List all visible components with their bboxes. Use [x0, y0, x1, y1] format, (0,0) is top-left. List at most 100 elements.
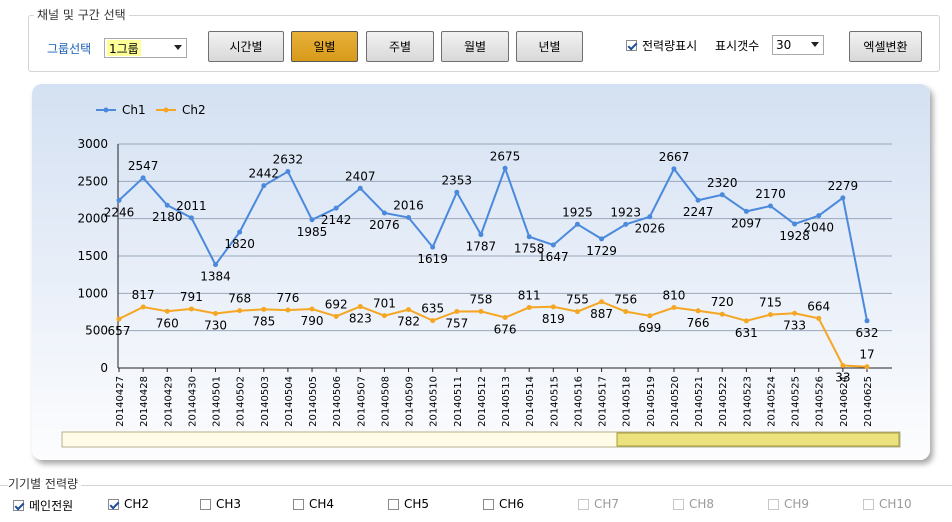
data-point	[454, 189, 460, 195]
x-tick-label: 20140516	[573, 376, 584, 427]
power-display-checkbox[interactable]: 전력량표시	[626, 37, 697, 54]
data-label: 632	[856, 326, 879, 340]
display-count-combobox[interactable]: 30	[772, 35, 824, 55]
data-point	[719, 311, 725, 317]
device-checkbox-ch7: CH7	[578, 497, 619, 511]
data-point	[478, 232, 484, 238]
hourly-button[interactable]: 시간별	[208, 31, 284, 62]
data-point	[550, 242, 556, 248]
legend-label: Ch1	[122, 103, 146, 117]
groupbox-title: 채널 및 구간 선택	[34, 6, 129, 23]
y-tick-label: 2500	[77, 174, 108, 188]
device-checkbox-label: CH2	[124, 497, 150, 511]
checkbox-checked-icon	[108, 498, 119, 510]
chart-panel	[32, 84, 930, 460]
device-checkbox-ch4[interactable]: CH4	[293, 497, 334, 511]
x-tick-label: 20140514	[525, 376, 536, 427]
checkbox-icon	[578, 498, 589, 510]
data-point	[767, 203, 773, 209]
data-label: 766	[687, 316, 710, 330]
checkbox-icon	[483, 498, 494, 510]
y-tick-label: 500	[85, 324, 108, 338]
device-checkbox-ch3[interactable]: CH3	[200, 497, 241, 511]
data-label: 692	[325, 297, 348, 311]
checkbox-icon	[200, 498, 211, 510]
device-checkbox-ch5[interactable]: CH5	[388, 497, 429, 511]
device-section-divider	[0, 485, 952, 486]
data-label: 811	[518, 288, 541, 302]
data-label: 631	[735, 326, 758, 340]
data-point	[671, 305, 677, 311]
device-checkbox-label: 메인전원	[29, 499, 74, 513]
x-tick-label: 20140511	[453, 376, 464, 427]
data-point	[454, 308, 460, 314]
x-tick-label: 20140519	[646, 376, 657, 427]
data-point	[430, 318, 436, 324]
x-tick-label: 20140512	[477, 376, 488, 427]
y-tick-label: 0	[100, 361, 108, 375]
excel-export-button[interactable]: 엑셀변환	[849, 31, 922, 62]
weekly-button[interactable]: 주별	[366, 31, 434, 62]
data-point	[381, 210, 387, 216]
data-label: 676	[494, 323, 517, 337]
device-checkbox-ch10: CH10	[863, 497, 912, 511]
series-line	[118, 165, 868, 321]
data-point	[333, 313, 339, 319]
data-point	[647, 214, 653, 220]
group-select-combobox[interactable]: 1그룹	[104, 38, 187, 58]
device-checkbox-label: CH10	[879, 497, 912, 511]
data-point	[623, 309, 629, 315]
data-label: 1729	[586, 244, 617, 258]
data-point	[502, 315, 508, 321]
data-point	[695, 197, 701, 203]
data-label: 785	[252, 314, 275, 328]
device-checkbox-label: CH8	[689, 497, 715, 511]
x-tick-label: 20140505	[308, 376, 319, 427]
x-tick-label: 20140509	[405, 376, 416, 427]
device-checkbox-label: CH3	[216, 497, 242, 511]
hourly-button-label: 시간별	[229, 40, 263, 54]
data-label: 2026	[635, 222, 666, 236]
yearly-button[interactable]: 년별	[516, 31, 583, 62]
data-point	[116, 316, 122, 322]
data-point	[213, 310, 219, 316]
data-point	[213, 262, 219, 268]
device-section-title: 기기별 전력량	[8, 475, 82, 492]
data-point	[261, 306, 267, 312]
data-point	[767, 312, 773, 318]
data-point	[526, 234, 532, 240]
data-label: 1384	[200, 270, 231, 284]
series-line	[118, 300, 868, 368]
chevron-down-icon	[811, 42, 819, 47]
device-checkbox-ch2[interactable]: CH2	[108, 497, 149, 511]
device-checkbox-label: CH7	[594, 497, 620, 511]
data-label: 2667	[659, 150, 690, 164]
data-point	[864, 364, 870, 370]
group-select-label: 그룹선택	[47, 42, 92, 56]
data-point	[647, 313, 653, 319]
x-tick-label: 20140430	[187, 376, 198, 427]
excel-export-label: 엑셀변환	[863, 40, 908, 54]
data-point	[430, 244, 436, 250]
data-label: 810	[663, 289, 686, 303]
group-select-value: 1그룹	[107, 40, 141, 56]
x-tick-label: 20140501	[212, 376, 223, 427]
data-label: 2279	[828, 179, 859, 193]
daily-button[interactable]: 일별	[291, 31, 358, 62]
device-checkbox-ch6[interactable]: CH6	[483, 497, 524, 511]
x-tick-label: 20140526	[815, 376, 826, 427]
x-tick-label: 20140508	[380, 376, 391, 427]
data-label: 2142	[321, 213, 352, 227]
data-point	[381, 313, 387, 319]
legend-label: Ch2	[182, 103, 206, 117]
device-checkbox-메인전원[interactable]: 메인전원	[13, 497, 73, 514]
data-label: 768	[228, 292, 251, 306]
monthly-button[interactable]: 월별	[441, 31, 509, 62]
data-label: 2353	[442, 173, 473, 187]
data-point	[357, 185, 363, 191]
data-point	[237, 229, 243, 235]
data-label: 756	[614, 293, 637, 307]
data-point	[792, 221, 798, 227]
y-tick-label: 1000	[77, 286, 108, 300]
data-label: 17	[859, 348, 874, 362]
